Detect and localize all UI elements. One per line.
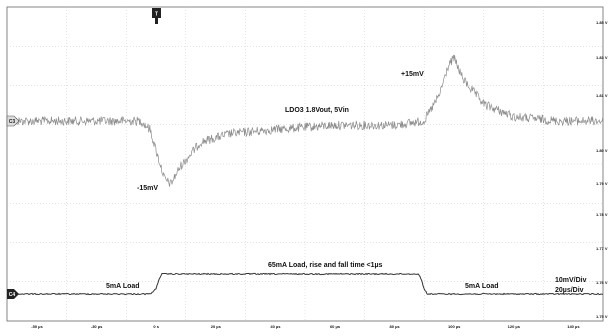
traces <box>6 54 604 296</box>
time-per-div-annotation: 20µs/Div <box>555 287 584 294</box>
series-line-ch3 <box>6 54 604 187</box>
x-tick-label: 140 µs <box>567 324 580 329</box>
trace-title-annotation: LDO3 1.8Vout, 5Vin <box>285 107 349 114</box>
y-tick-label: 1.79 V <box>596 181 608 186</box>
trigger-marker: T <box>152 8 161 24</box>
x-tick-label: 60 µs <box>330 324 341 329</box>
volts-per-div-annotation: 10mV/Div <box>555 277 587 284</box>
channel-3-marker-label: C3 <box>9 119 16 125</box>
y-tick-label: 1.83 V <box>596 55 608 60</box>
y-tick-labels: 1.85 V 1.83 V 1.81 V 1.80 V 1.79 V 1.78 V 1.77… <box>596 20 608 319</box>
x-tick-label: 100 µs <box>448 324 461 329</box>
peak-annotation: +15mV <box>401 71 424 78</box>
channel-3-marker: C3 <box>6 115 20 127</box>
y-tick-label: 1.76 V <box>596 280 608 285</box>
x-tick-label: 40 µs <box>270 324 281 329</box>
load-low-left-annotation: 5mA Load <box>106 283 140 290</box>
x-tick-label: -30 µs <box>91 324 103 329</box>
x-tick-labels: -50 µs -30 µs 0 s 20 µs 40 µs 60 µs 80 µs 100 µ… <box>31 324 580 329</box>
load-high-annotation: 65mA Load, rise and fall time <1µs <box>268 262 383 269</box>
y-tick-label: 1.85 V <box>596 20 608 25</box>
y-tick-label: 1.78 V <box>596 212 608 217</box>
x-tick-label: 80 µs <box>390 324 401 329</box>
x-tick-label: 120 µs <box>508 324 521 329</box>
grid <box>7 7 603 321</box>
channel-4-marker-label: C4 <box>9 292 16 298</box>
x-tick-label: 0 s <box>153 324 159 329</box>
y-tick-label: 1.80 V <box>596 148 608 153</box>
load-low-right-annotation: 5mA Load <box>465 283 499 290</box>
x-tick-label: 20 µs <box>211 324 222 329</box>
y-tick-label: 1.81 V <box>596 93 608 98</box>
series-line-ch4 <box>6 272 603 296</box>
x-tick-label: -50 µs <box>31 324 43 329</box>
dip-annotation: -15mV <box>137 185 158 192</box>
y-tick-label: 1.77 V <box>596 246 608 251</box>
trigger-marker-label: T <box>155 12 158 18</box>
channel-4-marker: C4 <box>7 289 19 299</box>
y-tick-label: 1.75 V <box>596 314 608 319</box>
